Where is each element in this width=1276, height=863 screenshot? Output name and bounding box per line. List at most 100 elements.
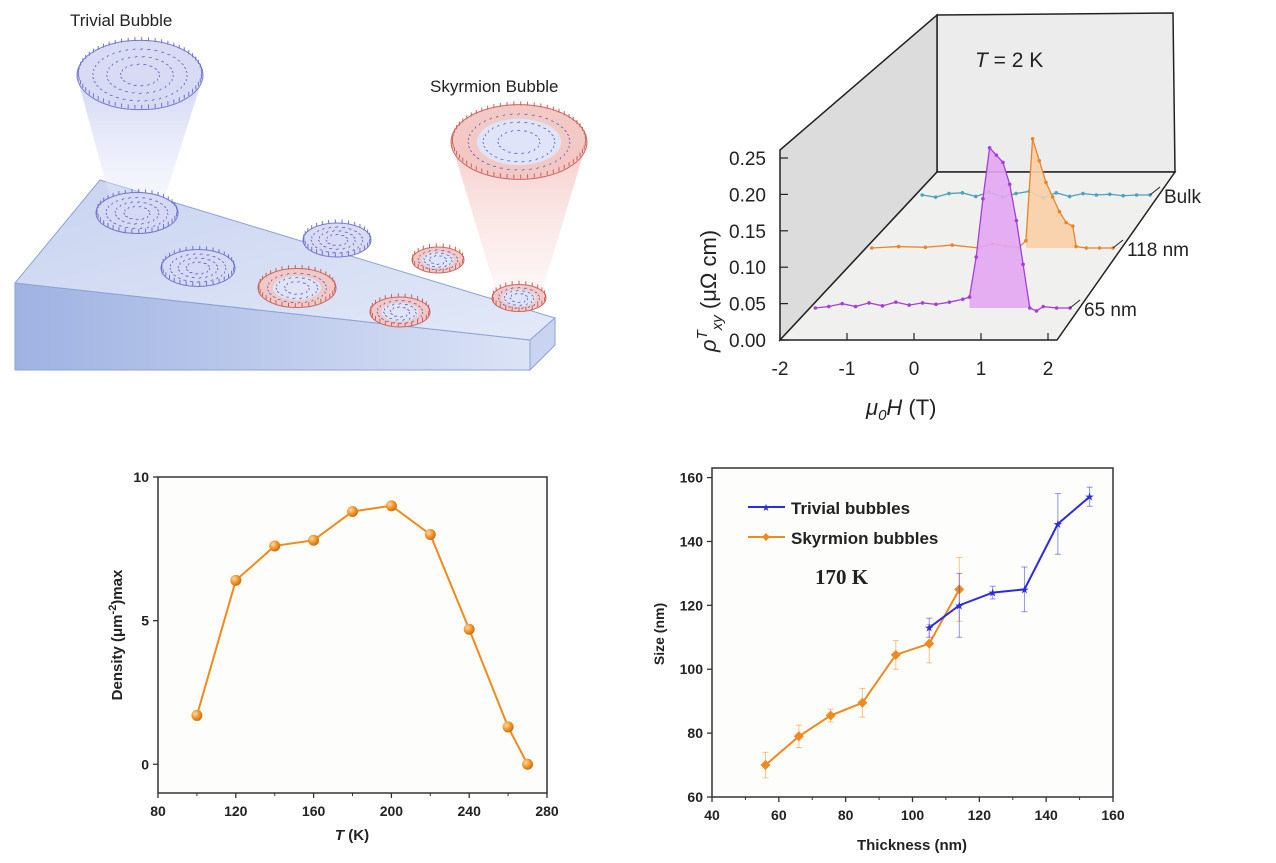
spin-arrow [189, 271, 193, 274]
spin-arrow [104, 91, 108, 94]
spin-arrow [417, 318, 419, 321]
skyrmion-bubble-core [421, 251, 455, 269]
spin-arrow [280, 274, 283, 277]
density-point [347, 505, 358, 517]
size-x-axis-label: Thickness (nm) [857, 837, 967, 854]
spin-arrow [332, 230, 335, 232]
spin-arrow [163, 205, 167, 208]
spin-arrow [531, 294, 534, 297]
spin-arrow [177, 265, 180, 269]
x-tick-label: 1 [976, 359, 987, 380]
density-point [191, 709, 203, 721]
spin-arrow [322, 280, 325, 284]
spin-arrow [534, 134, 538, 137]
spin-arrow [293, 272, 297, 275]
data-point [987, 146, 992, 150]
spin-arrow [121, 220, 125, 223]
data-point [947, 191, 951, 196]
spin-arrow [455, 256, 459, 259]
spin-arrow [502, 304, 506, 306]
spin-arrow [284, 285, 286, 289]
spin-arrow [105, 212, 108, 215]
x-tick-label: 40 [704, 807, 720, 823]
spin-arrow [118, 225, 122, 227]
skyrmion-bubble [450, 101, 588, 180]
trivial-bubble-disk [95, 192, 179, 234]
spin-arrow [444, 264, 447, 268]
size-y-axis-label: Size (nm) [651, 603, 667, 665]
data-point [1064, 220, 1068, 225]
spin-arrow [445, 259, 447, 263]
spin-arrow [443, 257, 447, 259]
spin-arrow [177, 277, 181, 279]
spin-arrow [348, 245, 351, 248]
spin-arrow [325, 287, 328, 291]
spin-arrow [354, 239, 356, 243]
spin-arrow [212, 261, 216, 264]
spin-arrow [296, 281, 300, 283]
data-point [950, 243, 954, 247]
data-point: ★ [924, 623, 934, 635]
spin-arrow [186, 253, 189, 256]
spin-arrow [517, 113, 521, 115]
spin-arrow [101, 57, 104, 61]
spin-arrow [335, 226, 339, 228]
trivial-bubble-disk [76, 39, 204, 111]
spin-arrow [184, 66, 187, 70]
spin-arrow [394, 299, 398, 302]
spin-arrow [388, 300, 392, 303]
trivial-bubble-disk [160, 249, 236, 287]
spin-arrow [147, 83, 150, 86]
skyrmion-cone [452, 145, 586, 298]
data-point [880, 304, 885, 308]
spin-arrow [469, 149, 473, 153]
spin-arrow [177, 269, 181, 272]
spin-arrow [509, 290, 513, 293]
spin-arrow [542, 165, 546, 168]
spin-arrow [185, 275, 189, 277]
spin-arrow [106, 78, 110, 82]
spin-arrow [137, 100, 141, 102]
spin-arrow [106, 54, 109, 58]
x-tick-label: 120 [224, 803, 248, 819]
spin-arrow [109, 94, 113, 97]
spin-arrow [417, 257, 420, 261]
spin-arrow [536, 167, 539, 170]
spin-arrow [434, 249, 438, 251]
spin-arrow [198, 277, 202, 279]
skyrmion-bubble-core [272, 275, 322, 301]
spin-arrow [428, 259, 431, 262]
spin-arrow [177, 59, 181, 62]
spin-arrow [474, 126, 477, 129]
spin-arrow [405, 314, 408, 317]
y-tick-label: 100 [680, 661, 704, 677]
spin-arrow [487, 130, 490, 133]
data-point [947, 300, 952, 304]
spin-arrow [297, 301, 301, 304]
spin-arrow [510, 130, 514, 133]
spin-arrow [447, 251, 451, 253]
spin-arrow [278, 281, 281, 284]
spin-arrow [420, 264, 424, 267]
spin-arrow [528, 159, 532, 162]
data-point: ★ [1020, 584, 1030, 596]
spin-arrow [96, 84, 99, 87]
spin-arrow [445, 268, 448, 271]
spin-arrow [509, 121, 513, 124]
spin-arrow [92, 76, 95, 80]
spin-arrow [489, 117, 492, 120]
data-point [907, 303, 911, 307]
spin-arrow [286, 272, 290, 275]
spin-arrow [420, 308, 424, 311]
data-point [920, 301, 925, 305]
spin-arrow [165, 63, 169, 66]
spin-arrow [500, 134, 503, 137]
spin-arrow [151, 99, 155, 101]
spin-arrow [171, 70, 174, 74]
spin-arrow [425, 267, 429, 269]
data-point [894, 300, 898, 304]
x-tick-label: -1 [839, 359, 856, 380]
spin-arrow [330, 234, 333, 237]
spin-arrow [546, 152, 549, 156]
spin-arrow [170, 271, 173, 274]
